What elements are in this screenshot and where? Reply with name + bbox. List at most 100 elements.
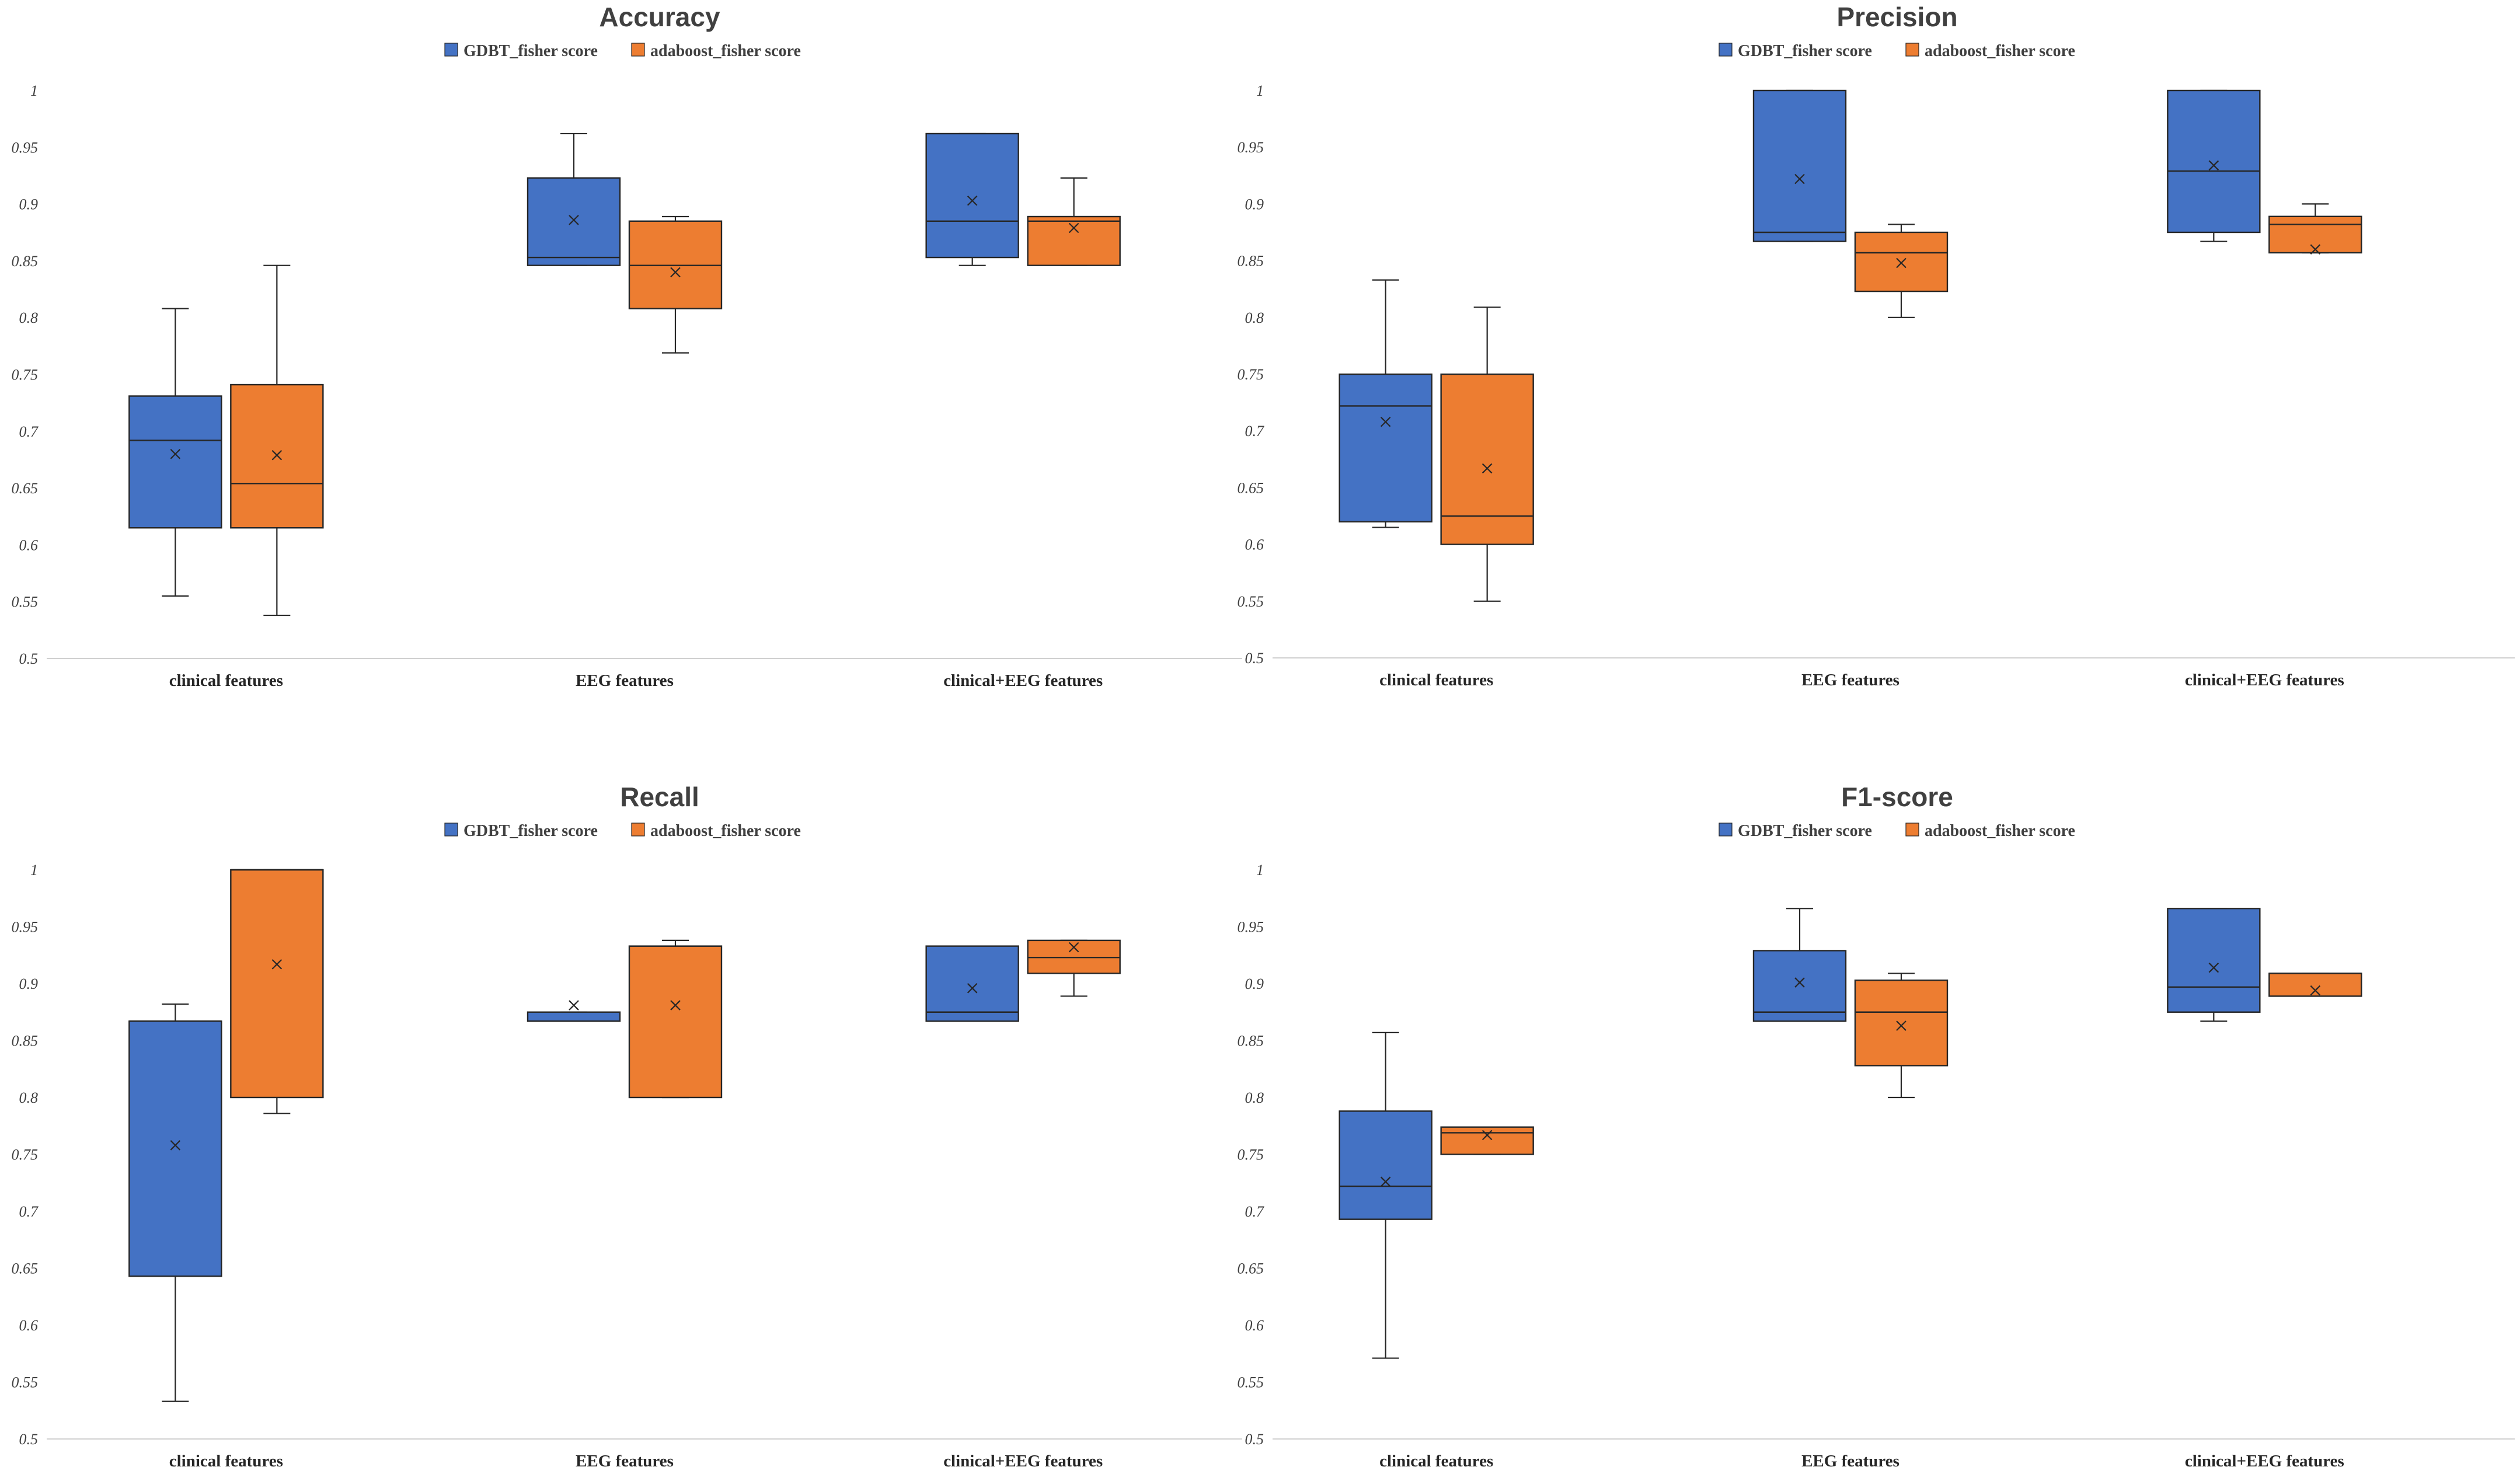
box-body (230, 384, 324, 529)
legend-label-1: GDBT_fisher score (463, 42, 598, 60)
y-tick-label: 0.5 (19, 1431, 39, 1448)
box-gdbt-2 (527, 1000, 621, 1022)
mean-marker (271, 449, 283, 461)
legend-swatch-2 (631, 43, 645, 57)
y-tick-label: 0.85 (12, 253, 39, 270)
y-tick-label: 0.55 (12, 1374, 39, 1391)
box-adaboost-2 (628, 215, 723, 354)
box-body (2268, 973, 2362, 997)
y-tick-label: 0.65 (12, 480, 39, 497)
legend-label-1: GDBT_fisher score (463, 822, 598, 840)
legend-swatch-1 (444, 823, 458, 837)
y-tick-label: 0.85 (12, 1033, 39, 1050)
mean-marker (967, 983, 978, 994)
box-body (1752, 950, 1847, 1022)
legend-swatch-1 (1719, 43, 1733, 57)
y-tick-label: 0.95 (12, 919, 39, 936)
y-tick-label: 0.55 (1238, 593, 1264, 610)
y-tick-label: 0.6 (1245, 536, 1264, 553)
y-tick-label: 0.7 (19, 423, 39, 440)
category-label-1: clinical features (169, 1452, 283, 1470)
legend-label-1: GDBT_fisher score (1738, 42, 1872, 60)
box-gdbt-1 (1339, 279, 1432, 528)
mean-marker (670, 1000, 681, 1010)
category-label-3: clinical+EEG features (2185, 671, 2344, 689)
y-tick-label: 0.5 (1245, 1431, 1264, 1448)
box-body (925, 133, 1019, 259)
legend-item-2: adaboost_fisher score (631, 822, 801, 840)
y-tick-label: 0.65 (12, 1260, 39, 1277)
mean-marker (1068, 942, 1079, 953)
y-tick-label: 0.7 (1245, 1203, 1265, 1220)
y-tick-label: 0.8 (1245, 1089, 1264, 1106)
mean-marker (2208, 962, 2219, 973)
mean-marker (1794, 173, 1805, 184)
mean-marker (569, 1000, 579, 1010)
box-gdbt-1 (1339, 1032, 1432, 1359)
box-adaboost-2 (1854, 973, 1949, 1099)
mean-marker (2310, 244, 2321, 255)
y-tick-label: 0.7 (1245, 423, 1265, 440)
legend-swatch-2 (631, 823, 645, 837)
legend-label-2: adaboost_fisher score (650, 42, 801, 60)
mean-marker (2208, 160, 2219, 171)
mean-marker (1896, 257, 1906, 269)
mean-marker (2310, 985, 2321, 996)
mean-marker (271, 959, 283, 970)
y-tick-label: 0.95 (12, 139, 39, 156)
y-tick-label: 0.75 (12, 367, 39, 384)
y-tick-label: 0.65 (1238, 1260, 1264, 1277)
y-tick-label: 0.5 (19, 650, 39, 667)
y-tick-label: 0.75 (1238, 1147, 1264, 1163)
y-tick-label: 0.9 (19, 975, 39, 992)
box-adaboost-2 (1854, 224, 1949, 318)
mean-marker (1380, 416, 1391, 427)
y-tick-label: 0.95 (1238, 139, 1264, 156)
chart-title: Accuracy (599, 2, 720, 32)
box-body (1027, 215, 1121, 266)
chart-title: Recall (620, 782, 699, 812)
mean-marker (1482, 463, 1493, 474)
category-label-2: EEG features (576, 1452, 674, 1470)
legend-item-2: adaboost_fisher score (631, 42, 801, 60)
mean-marker (1482, 1130, 1493, 1141)
box-body (2167, 908, 2261, 1013)
y-tick-label: 1 (30, 862, 38, 879)
box-body (527, 177, 621, 266)
chart-panel-4: F1-score GDBT_fisher score adaboost_fisher… (1238, 782, 2515, 1470)
y-tick-label: 0.8 (19, 309, 39, 326)
mean-marker (1068, 222, 1079, 234)
y-tick-label: 1 (1256, 82, 1264, 99)
legend-item-2: adaboost_fisher score (1905, 42, 2075, 60)
y-tick-label: 0.55 (12, 594, 39, 611)
chart-title: Precision (1836, 2, 1957, 32)
category-label-1: clinical features (1379, 1452, 1493, 1470)
box-gdbt-3 (2167, 908, 2261, 1022)
box-body (128, 1020, 222, 1277)
chart-panel-2: Precision GDBT_fisher score adaboost_fishe… (1238, 2, 2515, 689)
category-label-2: EEG features (1801, 1452, 1899, 1470)
legend-item-1: GDBT_fisher score (1719, 822, 1872, 840)
box-adaboost-1 (230, 869, 324, 1114)
box-gdbt-1 (128, 308, 222, 597)
y-tick-label: 0.55 (1238, 1374, 1264, 1391)
box-adaboost-1 (1440, 1126, 1534, 1155)
legend-item-2: adaboost_fisher score (1905, 822, 2075, 840)
box-gdbt-1 (128, 1003, 222, 1402)
legend-label-1: GDBT_fisher score (1738, 822, 1872, 840)
y-tick-label: 0.6 (19, 536, 39, 553)
chart-title: F1-score (1841, 782, 1953, 812)
y-tick-label: 0.6 (19, 1317, 39, 1334)
box-adaboost-3 (2268, 203, 2362, 255)
box-adaboost-1 (1440, 306, 1534, 602)
box-adaboost-1 (230, 264, 324, 616)
box-body (628, 945, 723, 1099)
box-body (1440, 1126, 1534, 1155)
box-gdbt-2 (1752, 89, 1847, 242)
category-label-2: EEG features (576, 671, 674, 690)
legend-swatch-2 (1905, 43, 1919, 57)
y-tick-label: 0.65 (1238, 479, 1264, 496)
category-label-3: clinical+EEG features (943, 671, 1103, 690)
